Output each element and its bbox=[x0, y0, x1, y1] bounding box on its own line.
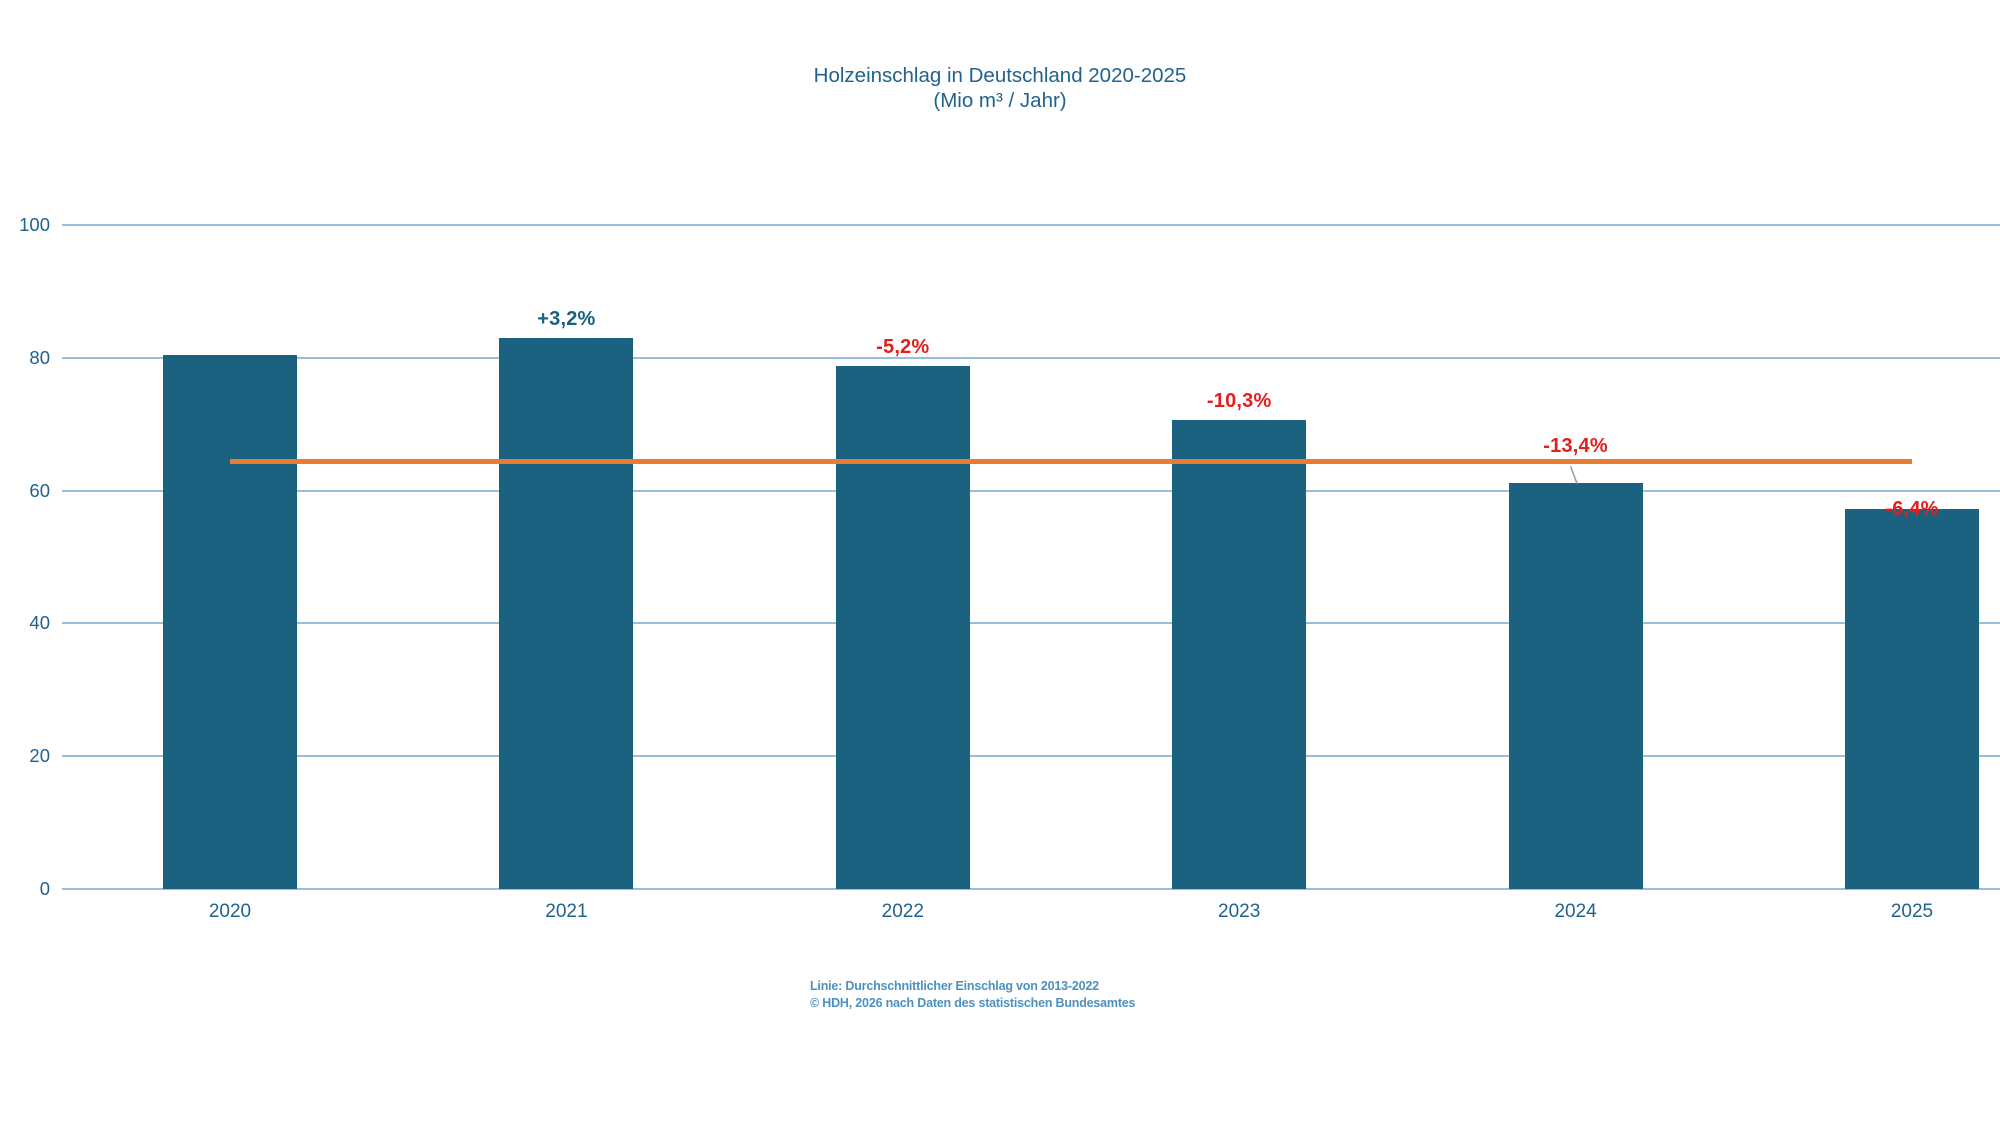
footer-copyright: © HDH, 2026 nach Daten des statistischen… bbox=[810, 996, 1136, 1010]
footer-average-line-caption: Linie: Durchschnittlicher Einschlag von … bbox=[810, 979, 1099, 993]
chart-subtitle: (Mio m³ / Jahr) bbox=[933, 89, 1067, 112]
y-axis-tick-label: 20 bbox=[29, 745, 50, 767]
x-axis-label-2023: 2023 bbox=[1218, 901, 1261, 922]
gridline-y40 bbox=[62, 622, 2000, 625]
change-label-2023: -10,3% bbox=[1206, 390, 1272, 413]
change-label-2021: +3,2% bbox=[537, 307, 596, 330]
bar-2022 bbox=[835, 366, 970, 889]
average-line bbox=[230, 458, 1912, 464]
bar-2021 bbox=[499, 337, 634, 889]
bar-2023 bbox=[1172, 420, 1307, 889]
x-axis-label-2024: 2024 bbox=[1554, 901, 1597, 922]
x-axis-label-2022: 2022 bbox=[881, 901, 924, 922]
x-axis-label-2025: 2025 bbox=[1890, 901, 1934, 922]
change-label-2025: -6,4% bbox=[1885, 498, 1939, 521]
chart-title: Holzeinschlag in Deutschland 2020-2025 bbox=[813, 64, 1187, 87]
chart-title-block: Holzeinschlag in Deutschland 2020-2025 (… bbox=[0, 63, 2000, 113]
y-axis-tick-label: 60 bbox=[29, 479, 50, 501]
y-axis-tick-label: 100 bbox=[19, 214, 50, 235]
gridline-y100 bbox=[62, 224, 2000, 226]
bar-2024 bbox=[1508, 483, 1643, 889]
y-axis-tick-label: 40 bbox=[29, 612, 50, 634]
gridline-y60 bbox=[62, 489, 2000, 492]
change-label-2022: -5,2% bbox=[876, 336, 930, 359]
y-axis-tick-label: 80 bbox=[29, 346, 50, 368]
gridline-y20 bbox=[62, 755, 2000, 758]
gridline-y0 bbox=[62, 888, 2000, 890]
bar-2025 bbox=[1845, 509, 1979, 889]
x-axis-label-2021: 2021 bbox=[545, 901, 588, 922]
gridline-y80 bbox=[62, 356, 2000, 359]
change-label-2024: -13,4% bbox=[1543, 435, 1608, 458]
bar-2020 bbox=[163, 355, 297, 889]
x-axis-label-2020: 2020 bbox=[208, 901, 252, 922]
y-axis-tick-label: 0 bbox=[39, 878, 50, 899]
footer-note: Linie: Durchschnittlicher Einschlag von … bbox=[810, 978, 1136, 1012]
